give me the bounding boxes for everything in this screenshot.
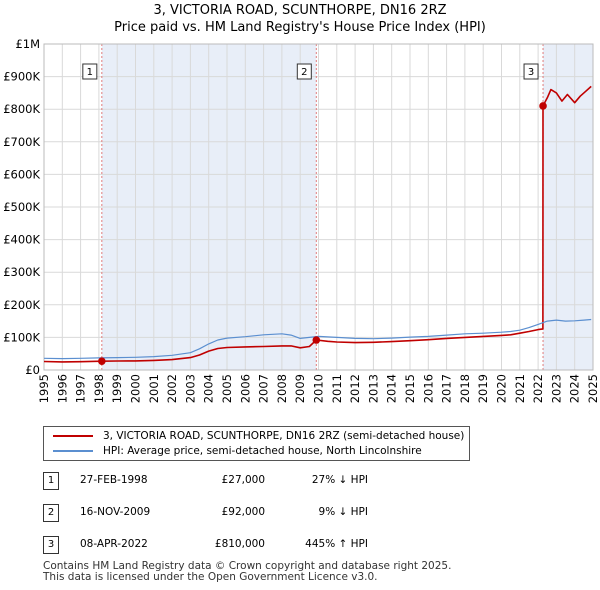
series-line-hpi <box>43 318 592 360</box>
y-tick-label: £300K <box>3 265 40 279</box>
x-tick-label: 2010 <box>312 374 326 403</box>
x-tick-label: 2023 <box>549 374 563 403</box>
sale-label-box <box>82 63 98 80</box>
x-tick-label: 2018 <box>458 374 472 403</box>
x-tick-label: 2000 <box>129 374 143 403</box>
sale-number-badge: 3 <box>43 536 59 554</box>
sale-point <box>539 102 547 110</box>
series-line-property <box>43 85 592 363</box>
sale-hpi-diff: 27% ↓ HPI <box>311 474 368 486</box>
x-tick-label: 2012 <box>348 374 362 403</box>
sale-row: 1 27-FEB-1998 £27,000 27% ↓ HPI <box>0 472 600 492</box>
y-tick-label: £900K <box>3 70 40 84</box>
sale-date: 16-NOV-2009 <box>80 506 151 518</box>
chart-title: 3, VICTORIA ROAD, SCUNTHORPE, DN16 2RZ <box>153 3 447 18</box>
y-tick-label: £400K <box>3 233 40 247</box>
sale-hpi-diff: 9% ↓ HPI <box>318 506 368 518</box>
x-tick-label: 1998 <box>92 374 106 403</box>
footer: Contains HM Land Registry data © Crown c… <box>43 561 451 583</box>
plot-frame <box>43 43 594 371</box>
legend-label-property: 3, VICTORIA ROAD, SCUNTHORPE, DN16 2RZ (… <box>103 430 465 442</box>
x-tick-label: 2017 <box>440 374 454 403</box>
x-tick-label: 1997 <box>74 374 88 403</box>
x-tick-label: 2007 <box>257 374 271 403</box>
x-tick-label: 2019 <box>476 374 490 403</box>
x-tick-label: 2002 <box>165 374 179 403</box>
x-tick-label: 2008 <box>275 374 289 403</box>
sale-number-badge: 2 <box>43 504 59 522</box>
x-tick-label: 2022 <box>531 374 545 403</box>
sale-label-text: 2 <box>301 67 307 78</box>
y-tick-label: £600K <box>3 167 40 181</box>
x-tick-label: 2015 <box>403 374 417 403</box>
x-tick-label: 2009 <box>293 374 307 403</box>
chart: 1 2 3 £0 £100K £200K £300K £400K £500K £600K £700K… <box>3 37 600 403</box>
chart-subtitle: Price paid vs. HM Land Registry's House … <box>114 20 486 35</box>
legend-swatch-property <box>53 435 93 437</box>
x-tick-label: 2021 <box>513 374 527 403</box>
x-tick-label: 2011 <box>330 374 344 403</box>
x-tick-label: 2016 <box>421 374 435 403</box>
x-tick-label: 2025 <box>586 374 600 403</box>
y-tick-label: £700K <box>3 135 40 149</box>
sale-point <box>312 336 321 344</box>
legend-swatch-hpi <box>53 450 93 452</box>
sale-row: 3 08-APR-2022 £810,000 445% ↑ HPI <box>0 536 600 556</box>
legend-item-hpi: HPI: Average price, semi-detached house,… <box>53 445 422 457</box>
x-tick-label: 2004 <box>202 374 216 403</box>
sale-label-text: 3 <box>528 67 534 78</box>
x-tick-label: 2005 <box>220 374 234 403</box>
y-tick-label: £100K <box>3 330 40 344</box>
sale-label-box <box>296 63 312 80</box>
legend-label-hpi: HPI: Average price, semi-detached house,… <box>103 445 422 457</box>
x-tick-label: 2013 <box>366 374 380 403</box>
legend-item-property: 3, VICTORIA ROAD, SCUNTHORPE, DN16 2RZ (… <box>53 430 464 442</box>
x-tick-label: 2001 <box>147 374 161 403</box>
sale-row: 2 16-NOV-2009 £92,000 9% ↓ HPI <box>0 504 600 524</box>
sale-price: £92,000 <box>221 506 265 518</box>
y-tick-label: £1M <box>15 37 40 51</box>
sale-price: £27,000 <box>221 474 265 486</box>
y-tick-label: £800K <box>3 102 40 116</box>
sale-label-text: 1 <box>87 67 93 78</box>
x-tick-label: 1996 <box>55 374 69 403</box>
sale-date: 08-APR-2022 <box>80 538 148 550</box>
x-tick-label: 1995 <box>37 374 51 403</box>
footer-license: This data is licensed under the Open Gov… <box>43 571 378 583</box>
y-tick-label: £200K <box>3 298 40 312</box>
sale-number-badge: 1 <box>43 472 59 490</box>
x-tick-label: 2014 <box>385 374 399 403</box>
legend: 3, VICTORIA ROAD, SCUNTHORPE, DN16 2RZ (… <box>43 426 470 461</box>
footer-copyright: Contains HM Land Registry data © Crown c… <box>43 560 452 572</box>
y-tick-label: £500K <box>3 200 40 214</box>
sale-price: £810,000 <box>214 538 265 550</box>
y-tick-label: £0 <box>25 363 40 377</box>
sale-date: 27-FEB-1998 <box>80 474 148 486</box>
sale-hpi-diff: 445% ↑ HPI <box>305 538 368 550</box>
x-tick-label: 2020 <box>495 374 509 403</box>
sale-label-box <box>523 63 539 80</box>
x-tick-label: 1999 <box>110 374 124 403</box>
sale-point <box>98 357 106 365</box>
x-tick-label: 2024 <box>568 374 582 403</box>
x-tick-label: 2006 <box>238 374 252 403</box>
x-tick-label: 2003 <box>183 374 197 403</box>
